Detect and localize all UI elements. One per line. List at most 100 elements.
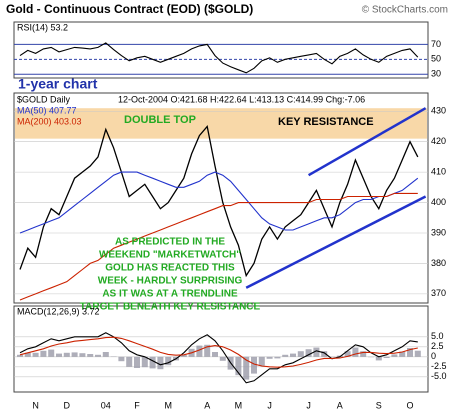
y-tick-label: 400 xyxy=(431,197,446,207)
histogram-bar xyxy=(134,356,140,368)
histogram-bar xyxy=(95,354,101,357)
panel-label: MACD(12,26,9) 3.72 xyxy=(17,306,100,316)
histogram-bar xyxy=(141,356,148,368)
histogram-bar xyxy=(414,350,421,357)
price-header: $GOLD Daily xyxy=(17,94,71,104)
histogram-bar xyxy=(204,344,211,357)
histogram-bar xyxy=(87,354,94,357)
histogram-bar xyxy=(63,352,70,357)
histogram-bar xyxy=(383,356,390,358)
x-tick-label: J xyxy=(267,400,272,410)
histogram-bar xyxy=(157,356,164,370)
histogram-bar xyxy=(266,356,273,359)
histogram-bar xyxy=(180,354,187,357)
line-series xyxy=(19,42,419,74)
histogram-bar xyxy=(165,356,172,366)
y-tick-label: 30 xyxy=(431,69,441,79)
histogram-bar xyxy=(118,356,125,362)
histogram-bar xyxy=(321,351,328,357)
y-tick-label: 70 xyxy=(431,39,441,49)
histogram-bar xyxy=(149,356,156,369)
x-tick-label: F xyxy=(134,400,140,410)
histogram-bar xyxy=(375,356,382,361)
y-tick-label: 0 xyxy=(431,351,436,361)
histogram-bar xyxy=(48,349,55,357)
y-tick-label: 430 xyxy=(431,106,446,116)
line-series xyxy=(19,192,418,301)
x-tick-label: 04 xyxy=(101,400,111,410)
x-tick-label: J xyxy=(306,400,311,410)
histogram-bar xyxy=(274,356,281,359)
trendline xyxy=(245,195,427,289)
annotation-note: TARGET BENEATH KEY RESISTANCE xyxy=(80,302,261,313)
watermark: © StockCharts.com xyxy=(362,5,448,16)
y-tick-label: 410 xyxy=(431,167,446,177)
trendline xyxy=(307,107,427,177)
y-tick-label: 2.5 xyxy=(431,341,444,351)
annotation-note: GOLD HAS REACTED THIS xyxy=(105,263,235,274)
panel-frame xyxy=(13,21,429,79)
y-tick-label: 420 xyxy=(431,136,446,146)
annotation: KEY RESISTANCE xyxy=(278,116,374,128)
y-tick-label: -5.0 xyxy=(431,371,447,381)
line-series xyxy=(19,171,419,234)
histogram-bar xyxy=(40,350,47,357)
line-series xyxy=(19,125,419,278)
histogram-bar xyxy=(32,352,39,357)
y-tick-label: -2.5 xyxy=(431,361,447,371)
legend-ma50: MA(50) 407.77 xyxy=(17,105,77,115)
histogram-bar xyxy=(56,353,62,357)
annotation-note: AS IT WAS AT A TRENDLINE xyxy=(102,289,238,300)
x-tick-label: M xyxy=(164,400,172,410)
histogram-bar xyxy=(399,351,406,357)
histogram-bar xyxy=(126,356,133,367)
histogram-bar xyxy=(360,351,367,357)
x-tick-label: N xyxy=(32,400,39,410)
y-tick-label: 370 xyxy=(431,288,446,298)
histogram-bar xyxy=(313,347,320,357)
histogram-bar xyxy=(71,352,78,357)
annotation-note: WEEK - HARDLY SURPRISING xyxy=(98,276,243,287)
y-tick-label: 5.0 xyxy=(431,331,444,341)
histogram-bar xyxy=(79,353,86,357)
histogram-bar xyxy=(102,352,109,357)
x-tick-label: S xyxy=(376,400,382,410)
histogram-bar xyxy=(17,354,23,357)
y-tick-label: 50 xyxy=(431,54,441,64)
histogram-bar xyxy=(297,351,304,357)
resistance-band xyxy=(15,108,427,139)
histogram-bar xyxy=(258,356,265,366)
annotation-note: AS PREDICTED IN THE xyxy=(115,237,225,248)
histogram-bar xyxy=(344,351,351,357)
annotation-note: WEEKEND "MARKETWATCH" xyxy=(99,250,241,261)
histogram-bar xyxy=(235,356,242,376)
histogram-bar xyxy=(243,356,250,380)
histogram-bar xyxy=(305,349,312,357)
histogram-bar xyxy=(407,348,413,357)
date-info: 12-Oct-2004 O:421.68 H:422.64 L:413.13 C… xyxy=(118,94,365,104)
y-tick-label: 390 xyxy=(431,227,446,237)
histogram-bar xyxy=(24,352,31,357)
line-series xyxy=(19,336,418,368)
histogram-bar xyxy=(352,347,359,357)
chart-title: Gold - Continuous Contract (EOD) ($GOLD) xyxy=(6,2,253,16)
x-tick-label: A xyxy=(337,400,343,410)
histogram-bar xyxy=(282,354,289,357)
annotation: DOUBLE TOP xyxy=(124,114,196,126)
histogram-bar xyxy=(196,345,203,357)
panel-label: RSI(14) 53.2 xyxy=(17,22,68,32)
chart-note: 1-year chart xyxy=(18,76,98,92)
histogram-bar xyxy=(251,356,257,374)
x-tick-label: M xyxy=(235,400,243,410)
histogram-bar xyxy=(290,353,296,357)
histogram-bar xyxy=(212,352,218,357)
x-tick-label: A xyxy=(204,400,210,410)
y-tick-label: 380 xyxy=(431,258,446,268)
legend-ma200: MA(200) 403.03 xyxy=(17,116,82,126)
histogram-bar xyxy=(391,354,398,357)
x-tick-label: O xyxy=(406,400,413,410)
histogram-bar xyxy=(219,356,226,361)
x-tick-label: D xyxy=(64,400,71,410)
